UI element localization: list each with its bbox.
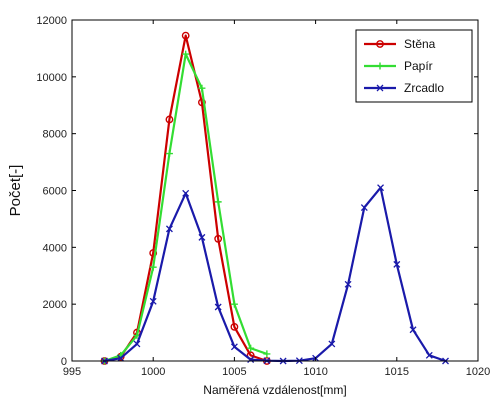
data-point	[230, 343, 238, 351]
data-point	[214, 303, 222, 311]
data-point	[198, 98, 206, 107]
x-tick-label: 1020	[466, 366, 490, 378]
legend-item: Papír	[364, 59, 433, 73]
data-point	[198, 233, 206, 241]
y-tick-label: 12000	[36, 15, 67, 27]
data-point	[425, 351, 433, 359]
data-point	[393, 260, 401, 268]
data-point	[328, 340, 336, 348]
data-point	[149, 263, 157, 271]
x-tick-label: 1005	[222, 366, 246, 378]
legend-marker	[376, 84, 384, 92]
y-tick-label: 8000	[43, 129, 67, 141]
data-point	[247, 344, 255, 352]
legend-label: Papír	[404, 59, 433, 73]
data-point	[409, 326, 417, 334]
data-point	[344, 280, 352, 288]
x-tick-label: 1010	[303, 366, 327, 378]
data-point	[117, 354, 125, 362]
legend-label: Stěna	[404, 37, 436, 51]
data-point	[263, 350, 271, 358]
y-tick-label: 6000	[43, 186, 67, 198]
legend-item: Zrcadlo	[364, 81, 444, 95]
data-point	[165, 150, 173, 158]
data-point	[230, 300, 238, 308]
data-point	[165, 225, 173, 233]
data-point	[149, 297, 157, 305]
data-point	[182, 50, 190, 58]
y-tick-label: 10000	[36, 72, 67, 84]
data-point	[133, 340, 141, 348]
x-tick-label: 1000	[141, 366, 165, 378]
y-tick-label: 4000	[43, 242, 67, 254]
x-tick-label: 1015	[385, 366, 409, 378]
data-point	[247, 356, 255, 364]
y-tick-label: 2000	[43, 299, 67, 311]
axes-layer: 995 1000 1005 1010 1015 1020 0 2000 4000 6000 8000…	[36, 15, 490, 378]
data-point	[182, 189, 190, 197]
data-point	[149, 249, 158, 257]
data-point	[360, 204, 368, 212]
data-point	[198, 84, 206, 92]
data-point	[214, 198, 222, 206]
data-point	[181, 31, 190, 40]
data-point	[377, 184, 385, 192]
y-tick-label: 0	[61, 356, 67, 368]
data-point	[230, 322, 239, 331]
data-point	[214, 234, 223, 243]
y-axis-label: Počet[-]	[7, 165, 24, 217]
x-tick-label: 995	[63, 366, 81, 378]
legend-marker	[376, 40, 384, 48]
x-axis-label: Naměřená vzdálenost[mm]	[203, 383, 346, 397]
data-point	[165, 115, 174, 124]
legend-marker	[376, 62, 384, 70]
legend-label: Zrcadlo	[404, 81, 444, 95]
legend-item: Stěna	[364, 37, 436, 51]
legend: Stěna Papír Zrcadlo	[355, 29, 473, 103]
